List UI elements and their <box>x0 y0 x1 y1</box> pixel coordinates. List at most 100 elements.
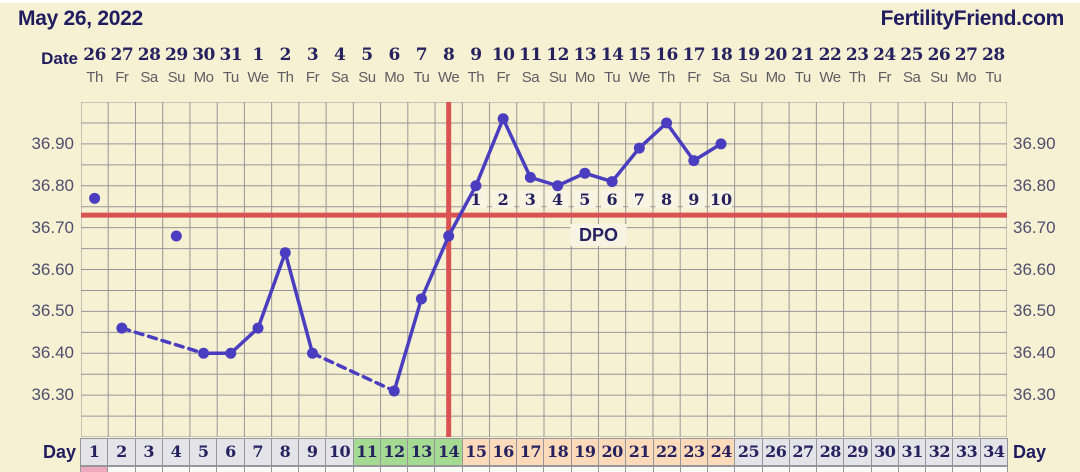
cycle-day-cell[interactable]: 25 <box>735 439 762 465</box>
brand-link[interactable]: FertilityFriend.com <box>880 7 1065 30</box>
cycle-day-cell[interactable]: 13 <box>408 439 435 465</box>
date-cell[interactable]: 26 <box>83 45 106 65</box>
temp-point[interactable] <box>225 347 237 359</box>
temp-point[interactable] <box>715 138 727 150</box>
cycle-day-cell[interactable]: 16 <box>489 439 517 465</box>
cycle-day-cell[interactable]: 8 <box>271 439 299 465</box>
temp-point[interactable] <box>388 385 400 397</box>
weekday-cell: Tu <box>985 69 1002 86</box>
date-cell[interactable]: 3 <box>306 45 319 65</box>
cycle-day-cell[interactable]: 23 <box>680 439 708 465</box>
temp-point[interactable] <box>579 167 591 179</box>
date-cell[interactable]: 8 <box>442 45 455 65</box>
dpo-label: 8 <box>661 190 672 209</box>
dpo-label-chip <box>710 190 733 208</box>
cycle-day-cell[interactable]: 14 <box>435 439 462 465</box>
cycle-day-cell[interactable]: 11 <box>353 439 380 465</box>
cycle-day-cell[interactable]: 5 <box>190 439 217 465</box>
cycle-day-cell[interactable]: 9 <box>299 439 326 465</box>
temp-point[interactable] <box>89 192 101 204</box>
dpo-label: 2 <box>498 190 509 209</box>
date-cell[interactable]: 7 <box>415 45 428 65</box>
temp-tick-label-right: 36.80 <box>1013 175 1056 195</box>
date-cell[interactable]: 10 <box>491 45 515 65</box>
temp-point[interactable] <box>252 322 264 334</box>
cycle-day-cell[interactable]: 26 <box>762 439 789 465</box>
temp-point[interactable] <box>552 180 564 192</box>
date-cell[interactable]: 22 <box>818 45 842 65</box>
cycle-day-cell[interactable]: 15 <box>462 439 489 465</box>
date-cell[interactable]: 26 <box>927 45 951 65</box>
date-cell[interactable]: 4 <box>334 45 346 65</box>
date-cell[interactable]: 14 <box>600 45 624 65</box>
cycle-day-cell[interactable]: 17 <box>517 439 544 465</box>
temp-point[interactable] <box>524 171 536 183</box>
temp-point[interactable] <box>606 176 618 188</box>
date-cell[interactable]: 23 <box>845 45 869 65</box>
cycle-day-cell[interactable]: 10 <box>326 439 353 465</box>
cycle-day-cell[interactable]: 29 <box>844 439 871 465</box>
date-cell[interactable]: 6 <box>388 45 401 65</box>
date-cell[interactable]: 19 <box>736 45 760 65</box>
date-cell[interactable]: 28 <box>137 45 161 65</box>
temp-point[interactable] <box>688 155 700 167</box>
temp-point[interactable] <box>415 293 427 305</box>
weekday-cell: We <box>438 69 460 86</box>
temp-point[interactable] <box>198 347 210 359</box>
temp-point[interactable] <box>116 322 128 334</box>
temp-point[interactable] <box>633 142 645 154</box>
date-cell[interactable]: 28 <box>982 45 1005 65</box>
cycle-day-cell[interactable]: 2 <box>108 439 135 465</box>
cycle-day-cell[interactable]: 33 <box>953 439 980 465</box>
cycle-day-cell[interactable]: 7 <box>244 439 271 465</box>
date-cell[interactable]: 15 <box>627 45 651 65</box>
dpo-label: 6 <box>607 190 618 209</box>
date-cell[interactable]: 9 <box>470 45 482 65</box>
cycle-day-cell[interactable]: 31 <box>898 439 926 465</box>
cycle-day-cell[interactable]: 34 <box>980 439 1007 465</box>
cycle-day-cell[interactable]: 6 <box>217 439 244 465</box>
date-cell[interactable]: 20 <box>764 45 787 65</box>
date-cell[interactable]: 11 <box>519 45 542 65</box>
cycle-day-cell[interactable]: 20 <box>599 439 626 465</box>
temp-point[interactable] <box>279 247 291 259</box>
date-cell[interactable]: 21 <box>791 45 815 65</box>
date-cell[interactable]: 12 <box>546 45 569 65</box>
date-cell[interactable]: 29 <box>164 45 188 65</box>
dpo-label: 10 <box>710 190 732 209</box>
weekday-cell: Th <box>277 69 294 86</box>
temp-tick-label-right: 36.60 <box>1013 259 1056 279</box>
date-cell[interactable]: 25 <box>900 45 923 65</box>
cycle-day-cell[interactable]: 27 <box>789 439 817 465</box>
date-cell[interactable]: 13 <box>573 45 597 65</box>
date-cell[interactable]: 27 <box>954 45 978 65</box>
cycle-day-cell[interactable]: 21 <box>626 439 653 465</box>
cycle-day-cell[interactable]: 18 <box>544 439 571 465</box>
date-cell[interactable]: 17 <box>682 45 706 65</box>
date-cell[interactable]: 24 <box>873 45 896 65</box>
date-cell[interactable]: 2 <box>279 45 292 65</box>
cycle-day-cell[interactable]: 1 <box>81 439 108 465</box>
date-cell[interactable]: 5 <box>361 45 373 65</box>
date-cell[interactable]: 1 <box>252 45 264 65</box>
cycle-day-cell[interactable]: 4 <box>162 439 190 465</box>
cycle-day-cell[interactable]: 12 <box>380 439 408 465</box>
cycle-day-cell[interactable]: 24 <box>708 439 735 465</box>
cycle-day-cell[interactable]: 28 <box>817 439 844 465</box>
date-cell[interactable]: 18 <box>709 45 733 65</box>
cycle-day-cell[interactable]: 19 <box>571 439 599 465</box>
date-cell[interactable]: 16 <box>655 45 678 65</box>
date-cell[interactable]: 27 <box>110 45 134 65</box>
cycle-day-cell[interactable]: 30 <box>871 439 898 465</box>
temp-point[interactable] <box>307 347 318 359</box>
temp-point[interactable] <box>497 113 509 125</box>
temp-point[interactable] <box>443 230 455 242</box>
cycle-day-cell[interactable]: 22 <box>653 439 680 465</box>
temp-point[interactable] <box>470 180 482 192</box>
date-cell[interactable]: 30 <box>192 45 215 65</box>
cycle-day-cell[interactable]: 32 <box>926 439 953 465</box>
cycle-day-cell[interactable]: 3 <box>135 439 162 465</box>
temp-point[interactable] <box>170 230 182 242</box>
date-cell[interactable]: 31 <box>219 45 243 65</box>
temp-point[interactable] <box>661 117 673 129</box>
